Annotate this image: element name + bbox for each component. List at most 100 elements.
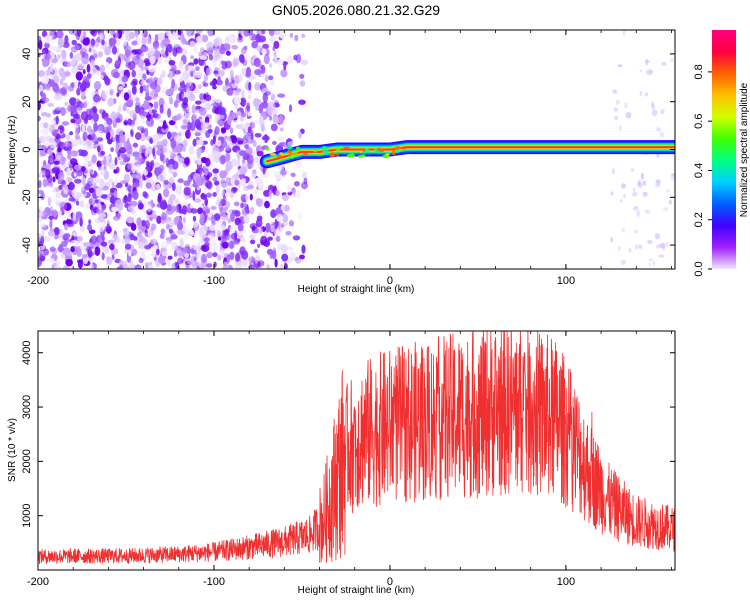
spectrogram-noise-cell <box>95 247 99 256</box>
spectrogram-noise-cell <box>225 77 229 88</box>
spectrogram-noise-cell <box>132 210 137 219</box>
spectrogram-noise-cell <box>120 68 124 77</box>
spectrogram-noise-cell <box>300 59 308 66</box>
spectrogram-noise-cell <box>282 194 289 202</box>
spectrogram-noise-cell <box>80 93 85 98</box>
spectrogram-noise-cell <box>269 34 277 44</box>
spectrogram-noise-cell <box>62 82 69 91</box>
spectrogram-noise-cell <box>192 215 197 222</box>
spectrogram-noise-cell <box>140 45 149 52</box>
spectrogram-noise-cell <box>254 119 258 125</box>
spectrogram-noise-cell <box>231 45 239 50</box>
spectrogram-noise-cell <box>106 223 110 230</box>
spectrogram-noise-cell <box>62 41 70 49</box>
spectrogram-noise-cell <box>145 84 149 90</box>
spectrogram-noise-cell <box>273 30 280 36</box>
spectrogram-noise-cell <box>265 222 271 233</box>
spectrogram-noise-cell <box>148 231 152 239</box>
spectrogram-noise-cell <box>270 123 278 132</box>
spectrogram-noise-cell <box>238 30 243 34</box>
spectrogram-noise-cell <box>221 214 229 221</box>
spectrogram-noise-cell <box>39 84 44 92</box>
spectrogram-noise-cell <box>299 80 306 87</box>
spectrogram-noise-cell <box>127 162 134 170</box>
spectrogram-noise-cell <box>186 30 193 37</box>
spectrogram-signal-cell <box>385 153 390 156</box>
spectrogram-noise-cell <box>277 136 285 142</box>
spectrogram-noise-cell <box>71 188 78 198</box>
spectrogram-noise-cell <box>52 176 56 183</box>
spectrogram-noise-cell <box>53 197 60 204</box>
spectrogram-noise-cell <box>76 248 82 257</box>
spectrogram-noise-cell <box>38 173 41 178</box>
spectrogram-noise-cell <box>88 219 92 225</box>
spectrogram-noise-cell <box>199 93 205 101</box>
spectrogram-noise-cell <box>174 70 181 75</box>
spectrogram-noise-cell <box>230 240 234 250</box>
spectrogram-noise-cell <box>644 92 649 97</box>
spectrogram-noise-cell <box>66 167 71 176</box>
spectrogram-noise-cell <box>98 166 102 171</box>
colorbar-tick-label: 0.2 <box>693 212 705 227</box>
spectrogram-noise-cell <box>196 139 204 146</box>
spectrogram-noise-cell <box>73 164 82 171</box>
spectrogram-noise-cell <box>227 115 232 126</box>
spectrogram-noise-cell <box>144 179 152 184</box>
spectrogram-noise-cell <box>280 204 285 211</box>
spectrogram-noise-cell <box>204 116 210 124</box>
spectrogram-signal-cell <box>302 152 308 156</box>
spectrogram-noise-cell <box>58 38 64 48</box>
spectrogram-noise-cell <box>193 198 202 203</box>
spectrogram-noise-cell <box>101 212 107 220</box>
spectrogram-noise-cell <box>67 212 71 220</box>
spectrogram-noise-cell <box>131 40 138 46</box>
spectrogram-noise-cell <box>282 213 289 223</box>
spectrogram-noise-cell <box>129 233 136 241</box>
spectrogram-noise-cell <box>282 120 286 129</box>
spectrogram-noise-cell <box>41 47 49 55</box>
spectrogram-noise-cell <box>224 188 233 194</box>
spectrogram-signal-cell <box>269 152 277 156</box>
spectrogram-noise-cell <box>170 139 177 149</box>
spectrogram-noise-cell <box>153 76 159 83</box>
spectrogram-noise-cell <box>135 97 140 102</box>
spectrogram-noise-cell <box>43 75 50 85</box>
spectrogram-noise-cell <box>262 92 268 103</box>
spectrogram-x-ticks: -200 -100 0 100 <box>27 30 672 287</box>
spectrogram-noise-cell <box>47 196 52 207</box>
snr-frame <box>37 330 676 571</box>
spectrogram-noise-cell <box>106 118 113 126</box>
spectrogram-noise-cell <box>39 222 46 228</box>
spectrogram-noise-cell <box>252 54 257 59</box>
spectrogram-noise-cell <box>70 246 75 253</box>
spectrogram-noise-cell <box>148 242 152 249</box>
spectrogram-noise-cell <box>194 119 201 129</box>
spectrogram-noise-cell <box>203 82 209 87</box>
spectrogram-noise-cell <box>261 135 270 141</box>
spectrogram-noise-cell <box>215 79 223 86</box>
snr-x-tick-label: 0 <box>387 576 393 588</box>
spectrogram-noise-cell <box>295 258 302 264</box>
spectrogram-noise-cell <box>104 46 111 56</box>
spectrogram-noise-cell <box>54 227 59 234</box>
spectrogram-noise-cell <box>115 128 124 136</box>
spectrogram-noise-cell <box>135 132 142 141</box>
spectrogram-noise-cell <box>125 133 132 140</box>
spectrogram-noise-cell <box>261 48 267 55</box>
spectrogram-noise-cell <box>190 208 198 214</box>
spectrogram-noise-cell <box>114 31 119 39</box>
spectrogram-noise-cell <box>253 157 259 163</box>
snr-y-tick-label: 3000 <box>21 395 33 419</box>
spectrogram-y-tick-label: -20 <box>21 189 33 205</box>
spectrogram-noise-cell <box>70 46 78 53</box>
spectrogram-noise-cell <box>644 209 651 214</box>
spectrogram-noise-cell <box>123 227 130 238</box>
spectrogram-noise-cell <box>241 89 245 100</box>
spectrogram-noise-cell <box>176 157 185 163</box>
spectrogram-noise-cell <box>166 43 173 53</box>
spectrogram-noise-cell <box>165 88 174 96</box>
spectrogram-noise-cell <box>633 205 639 211</box>
spectrogram-noise-cell <box>215 185 220 194</box>
spectrogram-signal-cell <box>265 147 270 151</box>
spectrogram-noise-cell <box>89 169 93 174</box>
